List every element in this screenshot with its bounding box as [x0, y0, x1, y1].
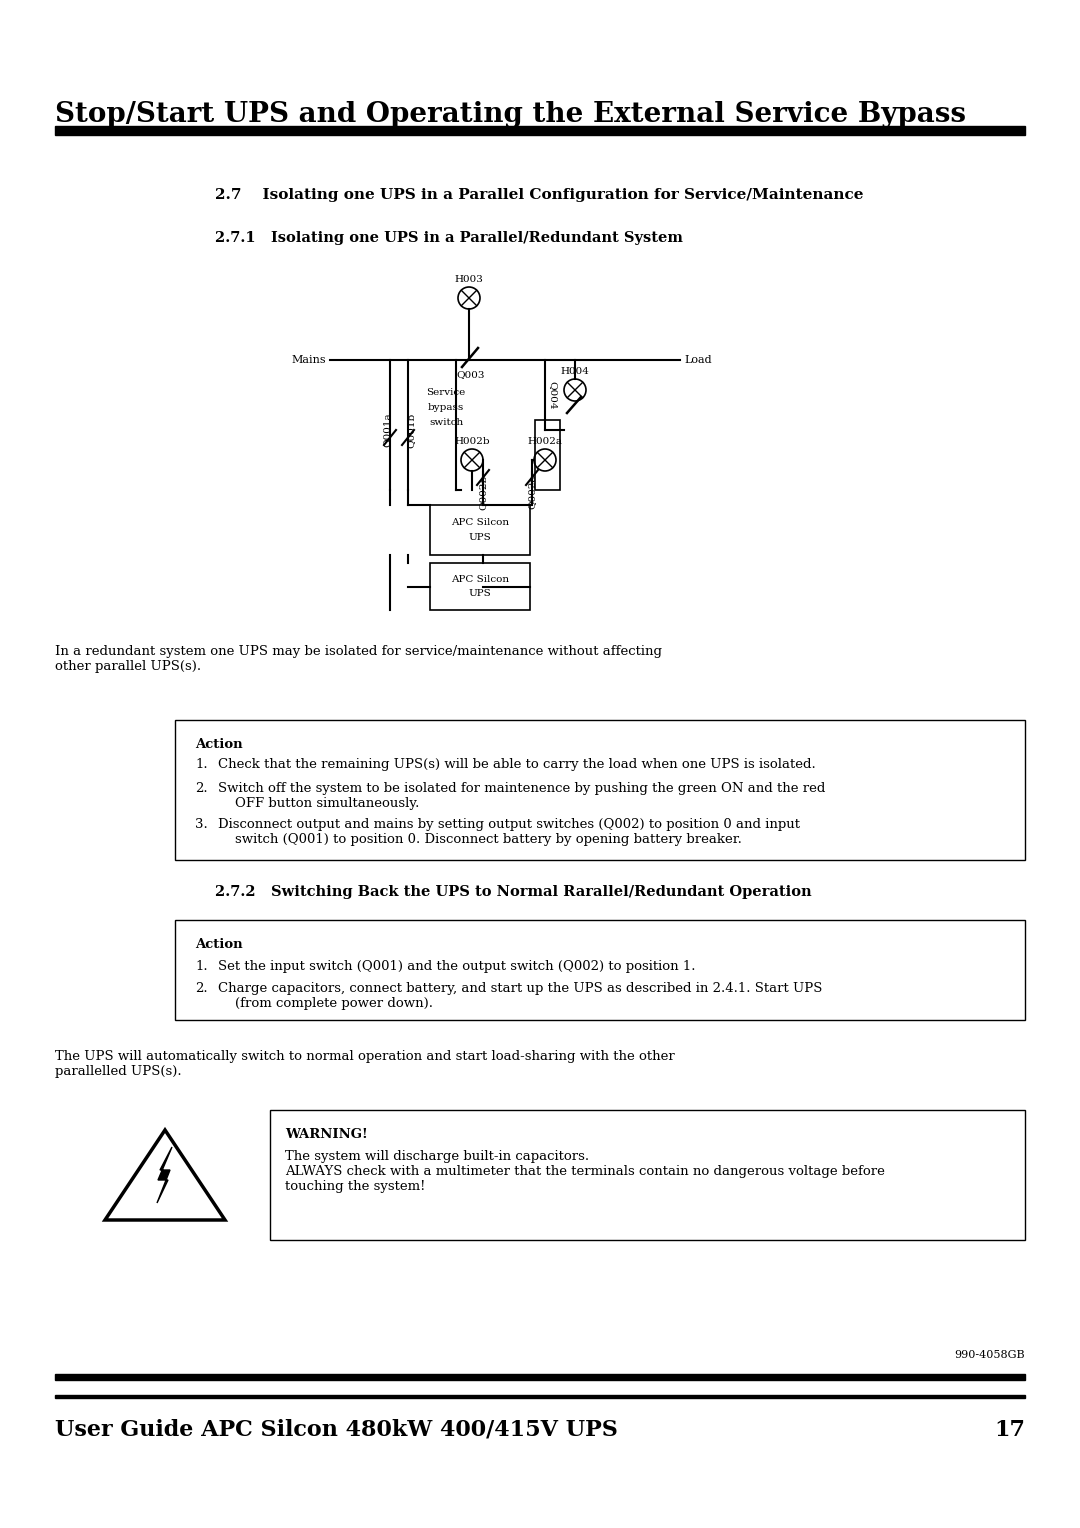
- Text: Switch off the system to be isolated for maintenence by pushing the green ON and: Switch off the system to be isolated for…: [218, 782, 825, 810]
- Text: 1.: 1.: [195, 758, 207, 772]
- Text: UPS: UPS: [469, 590, 491, 597]
- Bar: [55, 125, 1025, 134]
- Text: UPS: UPS: [469, 533, 491, 542]
- Text: 3.: 3.: [195, 817, 207, 831]
- Text: 2.7    Isolating one UPS in a Parallel Configuration for Service/Maintenance: 2.7 Isolating one UPS in a Parallel Conf…: [215, 188, 864, 202]
- Text: H002b: H002b: [455, 437, 490, 446]
- Text: Q001a: Q001a: [382, 413, 391, 448]
- Text: 990-4058GB: 990-4058GB: [955, 1351, 1025, 1360]
- Text: Check that the remaining UPS(s) will be able to carry the load when one UPS is i: Check that the remaining UPS(s) will be …: [218, 758, 815, 772]
- Text: In a redundant system one UPS may be isolated for service/maintenance without af: In a redundant system one UPS may be iso…: [55, 645, 662, 672]
- Text: 1.: 1.: [195, 960, 207, 973]
- Text: Mains: Mains: [292, 354, 326, 365]
- Text: Charge capacitors, connect battery, and start up the UPS as described in 2.4.1. : Charge capacitors, connect battery, and …: [218, 983, 822, 1010]
- Text: Q004: Q004: [548, 380, 557, 410]
- Polygon shape: [157, 1148, 172, 1203]
- Text: Set the input switch (Q001) and the output switch (Q002) to position 1.: Set the input switch (Q001) and the outp…: [218, 960, 696, 973]
- Bar: [55, 1395, 1025, 1398]
- Text: Q003: Q003: [457, 370, 485, 379]
- Text: 2.: 2.: [195, 782, 207, 795]
- Text: switch: switch: [429, 419, 463, 426]
- Text: bypass: bypass: [428, 403, 464, 413]
- Text: 2.: 2.: [195, 983, 207, 995]
- Text: Q001b: Q001b: [406, 413, 416, 448]
- Text: 2.7.2   Switching Back the UPS to Normal Rarallel/Redundant Operation: 2.7.2 Switching Back the UPS to Normal R…: [215, 885, 812, 898]
- Bar: [175, 920, 1025, 1021]
- Bar: [535, 420, 561, 490]
- Text: Load: Load: [684, 354, 712, 365]
- Text: H002a: H002a: [527, 437, 563, 446]
- Text: The system will discharge built-in capacitors.
ALWAYS check with a multimeter th: The system will discharge built-in capac…: [285, 1151, 885, 1193]
- Text: APC Silcon: APC Silcon: [451, 575, 509, 584]
- Text: 2.7.1   Isolating one UPS in a Parallel/Redundant System: 2.7.1 Isolating one UPS in a Parallel/Re…: [215, 231, 683, 244]
- Bar: [270, 1109, 1025, 1241]
- Text: WARNING!: WARNING!: [285, 1128, 368, 1141]
- Text: Stop/Start UPS and Operating the External Service Bypass: Stop/Start UPS and Operating the Externa…: [55, 101, 966, 128]
- Text: H003: H003: [455, 275, 484, 284]
- Text: Disconnect output and mains by setting output switches (Q002) to position 0 and : Disconnect output and mains by setting o…: [218, 817, 800, 847]
- Text: Q002a: Q002a: [527, 475, 537, 509]
- Text: Action: Action: [195, 738, 243, 750]
- Bar: [430, 504, 530, 555]
- Text: User Guide APC Silcon 480kW 400/415V UPS: User Guide APC Silcon 480kW 400/415V UPS: [55, 1420, 618, 1441]
- Text: Action: Action: [195, 938, 243, 950]
- Text: Service: Service: [427, 388, 465, 397]
- Text: 17: 17: [994, 1420, 1025, 1441]
- Bar: [175, 720, 1025, 860]
- Text: APC Silcon: APC Silcon: [451, 518, 509, 527]
- Text: Q002b: Q002b: [478, 474, 487, 510]
- Text: The UPS will automatically switch to normal operation and start load-sharing wit: The UPS will automatically switch to nor…: [55, 1050, 675, 1077]
- Bar: [430, 562, 530, 610]
- Text: H004: H004: [561, 367, 590, 376]
- Bar: [55, 1374, 1025, 1380]
